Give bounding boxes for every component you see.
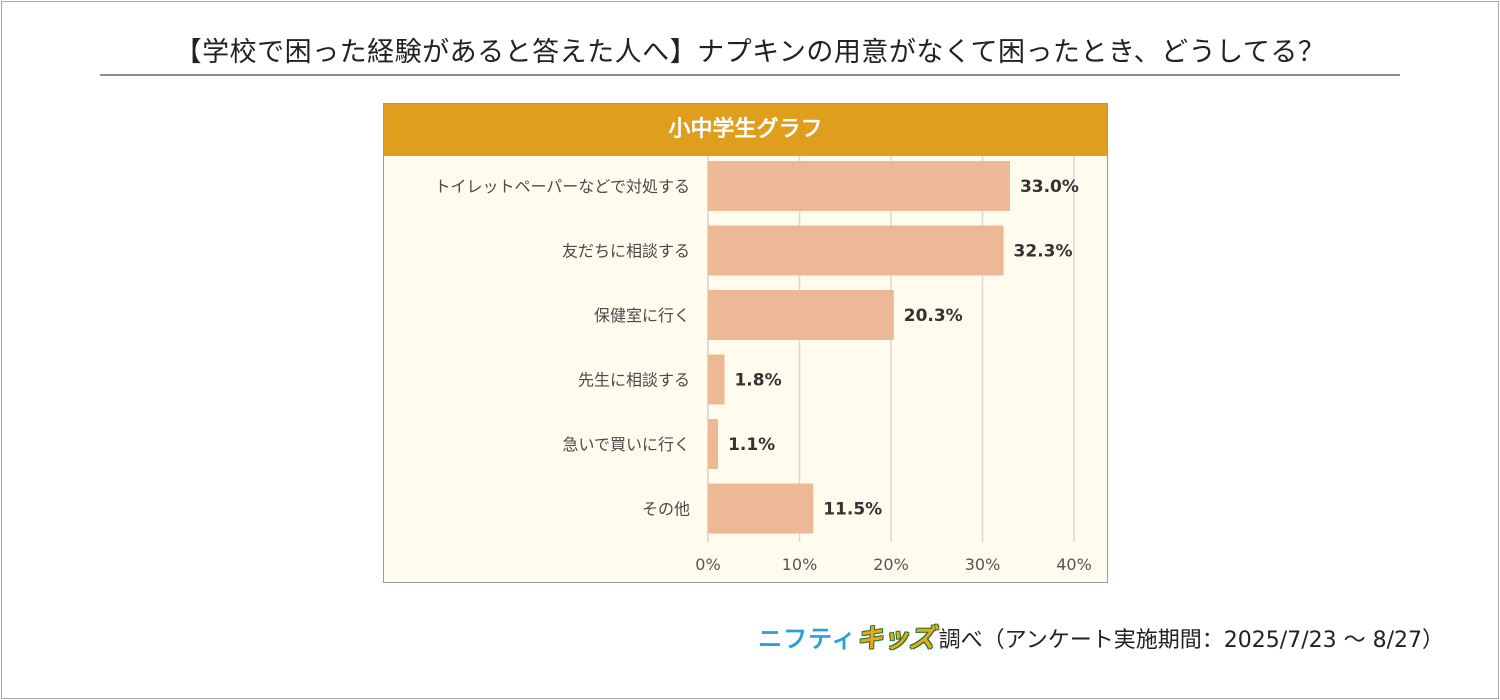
x-tick-label: 10%	[782, 555, 818, 574]
data-label: 11.5%	[823, 500, 882, 520]
data-label: 1.1%	[728, 435, 775, 455]
bar	[708, 483, 814, 534]
chart-title: 小中学生グラフ	[384, 104, 1107, 156]
data-label: 20.3%	[904, 306, 963, 326]
x-tick-label: 30%	[965, 555, 1001, 574]
category-label: 急いで買いに行く	[562, 435, 690, 454]
brand-logo-nifty: ニフティ	[758, 625, 857, 653]
bar	[708, 354, 725, 405]
category-label: 保健室に行く	[594, 306, 690, 325]
bar	[708, 161, 1010, 211]
category-label: その他	[642, 500, 690, 519]
x-tick-label: 0%	[695, 555, 720, 574]
bar	[708, 419, 719, 469]
data-label: 1.8%	[734, 371, 781, 391]
category-label: 先生に相談する	[578, 371, 690, 390]
page-title: 【学校で困った経験があると答えた人へ】ナプキンの用意がなくて困ったとき、どうして…	[174, 37, 1326, 68]
bar	[708, 290, 894, 340]
x-tick-label: 40%	[1056, 555, 1092, 574]
data-label: 33.0%	[1020, 177, 1079, 197]
bar-chart: トイレットペーパーなどで対処する 33.0% 友だちに相談する 32.3% 保健室に行く…	[434, 156, 1092, 574]
title-divider	[100, 74, 1400, 76]
chart-panel: 小中学生グラフ トイレットペーパーなどで対処する 33.0% 友だちに相談する 32.…	[383, 103, 1108, 583]
source-credit: ニフティキッズ 調べ（アンケート実施期間：2025/7/23 ～ 8/27）	[758, 618, 1444, 655]
data-label: 32.3%	[1014, 242, 1073, 262]
category-label: トイレットペーパーなどで対処する	[434, 177, 690, 196]
category-label: 友だちに相談する	[562, 242, 690, 261]
survey-period-text: 調べ（アンケート実施期間：2025/7/23 ～ 8/27）	[938, 628, 1444, 653]
bar	[708, 225, 1004, 276]
brand-logo-kids: キッズ	[856, 624, 935, 654]
x-tick-label: 20%	[873, 555, 909, 574]
